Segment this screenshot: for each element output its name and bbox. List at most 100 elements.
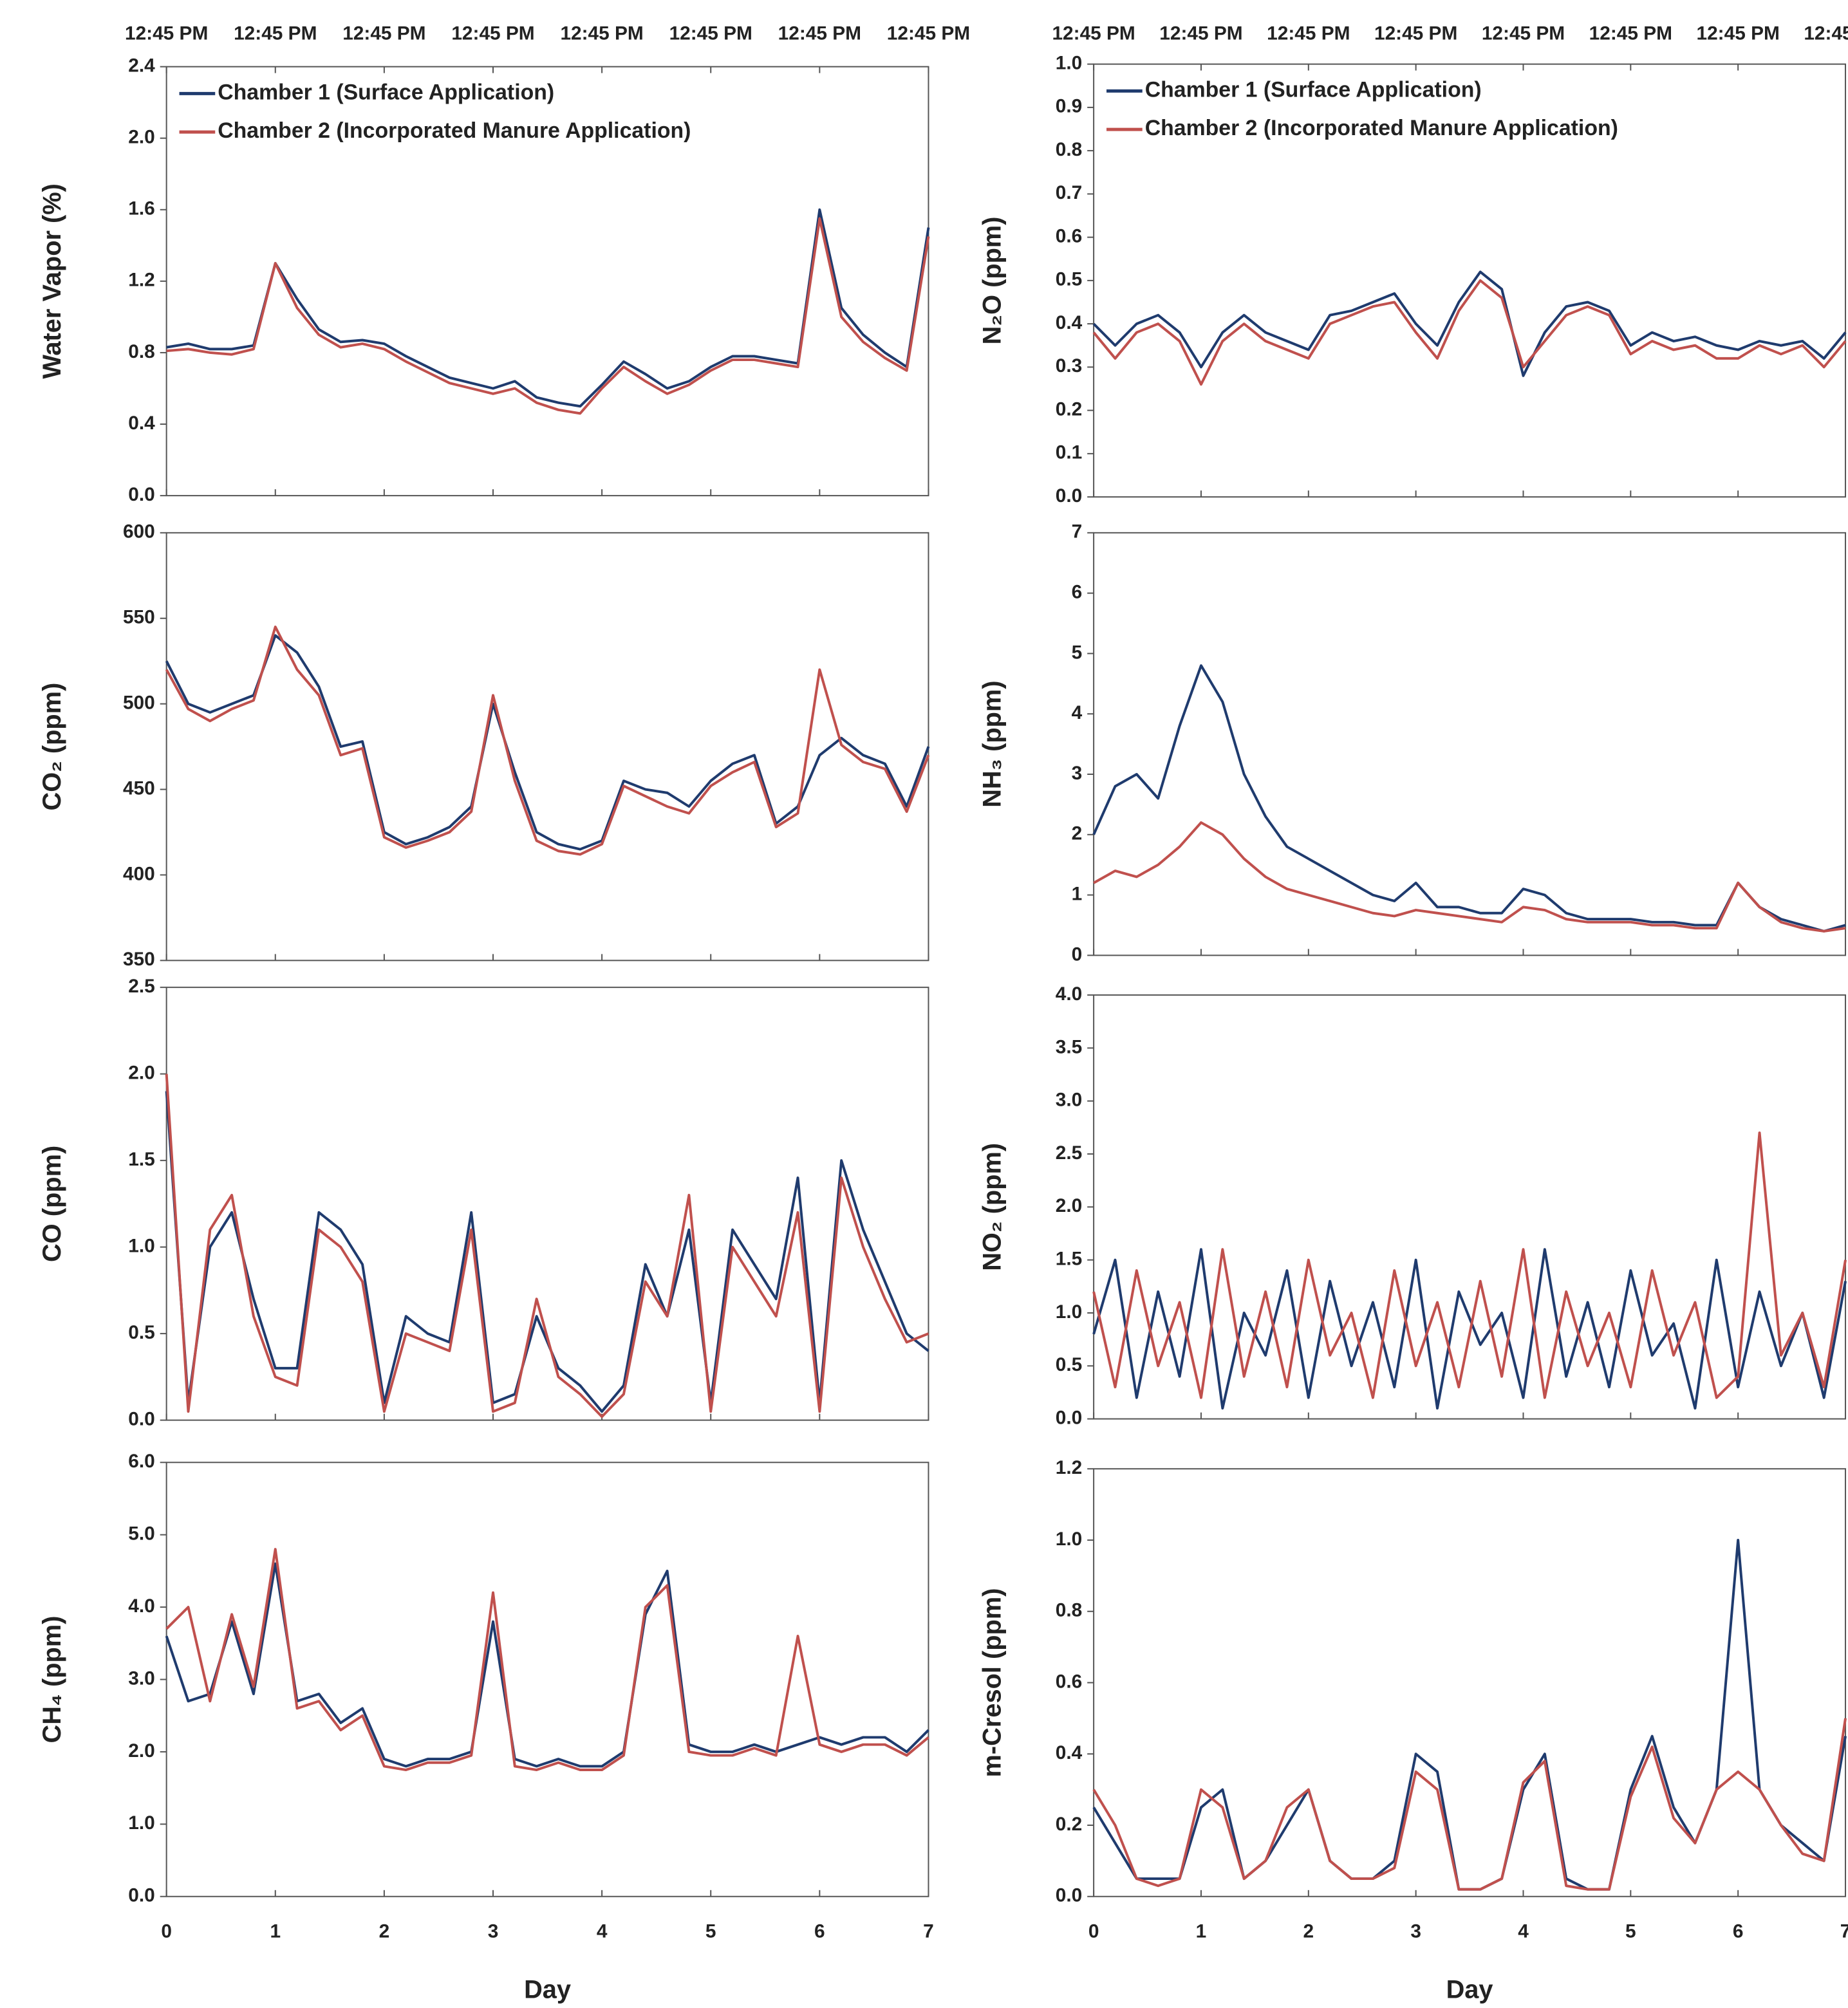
- y-tick-label: 5: [1072, 642, 1083, 663]
- x-tick-label: 3: [1410, 1920, 1421, 1942]
- plot-frame: [165, 532, 929, 962]
- series-line: [1092, 1538, 1847, 1891]
- y-tick-label: 2.5: [128, 976, 154, 997]
- top-tick-label: 12:45 PM: [1374, 23, 1457, 44]
- y-tick-label: 400: [123, 863, 155, 884]
- y-tick-label: 450: [123, 777, 155, 799]
- y-tick-label: 0.5: [1056, 269, 1082, 290]
- top-tick-label: 12:45 PM: [669, 23, 752, 44]
- y-tick-label: 1.2: [1056, 1457, 1082, 1478]
- y-tick-label: 1: [1072, 883, 1083, 904]
- top-tick-label: 12:45 PM: [1589, 23, 1672, 44]
- plot-frame: [165, 987, 929, 1421]
- y-tick-label: 1.5: [1056, 1249, 1082, 1270]
- y-tick-label: 0.8: [128, 341, 154, 362]
- y-tick-label: 2.0: [128, 1063, 154, 1084]
- series-line: [1092, 279, 1847, 386]
- y-tick-label: 2.0: [128, 1740, 154, 1762]
- y-tick-label: 1.2: [128, 270, 154, 291]
- y-tick-label: 1.0: [1056, 1301, 1082, 1323]
- series-line: [166, 208, 930, 408]
- y-tick-label: 0.0: [1056, 485, 1082, 507]
- legend-label: Chamber 2 (Incorporated Manure Applicati…: [1145, 116, 1618, 140]
- y-tick-label: 0.4: [1056, 1742, 1083, 1763]
- y-axis-label: N₂O (ppm): [978, 216, 1006, 344]
- top-tick-label: 12:45 PM: [1159, 23, 1242, 44]
- legend-label: Chamber 1 (Surface Application): [218, 80, 554, 104]
- y-tick-label: 0: [1072, 944, 1083, 965]
- series-line: [1092, 1131, 1847, 1399]
- x-tick-label: 7: [1840, 1920, 1848, 1942]
- y-tick-label: 3.0: [1056, 1090, 1082, 1111]
- y-tick-label: 0.4: [1056, 312, 1083, 333]
- y-tick-label: 0.6: [1056, 1671, 1082, 1692]
- y-tick-label: 0.8: [1056, 1600, 1082, 1621]
- y-axis-label: CH₄ (ppm): [38, 1616, 66, 1743]
- y-tick-label: 1.0: [128, 1812, 154, 1834]
- y-tick-label: 0.2: [1056, 398, 1082, 420]
- y-tick-label: 0.5: [128, 1322, 154, 1343]
- x-tick-label: 6: [1733, 1920, 1744, 1942]
- y-tick-label: 550: [123, 607, 155, 628]
- x-tick-label: 2: [379, 1920, 390, 1942]
- y-tick-label: 4.0: [1056, 983, 1082, 1005]
- y-tick-label: 3: [1072, 763, 1083, 784]
- top-tick-label: 12:45 PM: [1804, 23, 1848, 44]
- y-axis-label: m-Cresol (ppm): [978, 1588, 1006, 1778]
- y-axis-label: NH₃ (ppm): [978, 680, 1006, 807]
- y-tick-label: 0.3: [1056, 355, 1082, 376]
- top-tick-label: 12:45 PM: [1697, 23, 1780, 44]
- plot-frame: [165, 1462, 929, 1897]
- series-line: [1092, 270, 1847, 377]
- x-tick-label: 5: [705, 1920, 716, 1942]
- y-tick-label: 1.5: [128, 1149, 154, 1170]
- x-tick-label: 4: [1518, 1920, 1529, 1942]
- x-tick-label: 7: [923, 1920, 934, 1942]
- y-tick-label: 600: [123, 521, 155, 543]
- y-axis-label: Water Vapor (%): [38, 183, 66, 379]
- y-tick-label: 5.0: [128, 1523, 154, 1545]
- y-tick-label: 0.0: [128, 1885, 154, 1906]
- y-tick-label: 0.0: [1056, 1885, 1082, 1906]
- y-tick-label: 0.7: [1056, 182, 1082, 203]
- top-tick-label: 12:45 PM: [125, 23, 208, 44]
- series-line: [1092, 1718, 1847, 1891]
- y-axis-label: NO₂ (ppm): [978, 1143, 1006, 1271]
- x-tick-label: 6: [814, 1920, 825, 1942]
- y-tick-label: 6: [1072, 581, 1083, 602]
- y-axis-label: CO (ppm): [38, 1146, 66, 1262]
- x-tick-label: 0: [1088, 1920, 1099, 1942]
- y-tick-label: 2.4: [128, 55, 155, 76]
- y-tick-label: 3.0: [128, 1668, 154, 1689]
- y-tick-label: 1.6: [128, 198, 154, 219]
- y-tick-label: 500: [123, 693, 155, 714]
- y-tick-label: 4: [1072, 702, 1083, 723]
- series-line: [165, 626, 930, 856]
- y-tick-label: 0.0: [128, 484, 154, 505]
- y-tick-label: 7: [1072, 521, 1083, 543]
- x-tick-label: 0: [161, 1920, 172, 1942]
- plot-frame: [1093, 532, 1847, 956]
- legend-label: Chamber 1 (Surface Application): [1145, 77, 1482, 102]
- y-tick-label: 2.0: [128, 127, 154, 148]
- plot-frame: [1093, 1468, 1847, 1897]
- top-tick-label: 12:45 PM: [1052, 23, 1135, 44]
- x-tick-label: 3: [488, 1920, 499, 1942]
- y-tick-label: 2.5: [1056, 1142, 1082, 1164]
- y-tick-label: 1.0: [1056, 1529, 1082, 1550]
- y-tick-label: 350: [123, 949, 155, 970]
- y-tick-label: 0.0: [128, 1408, 154, 1429]
- y-tick-label: 0.8: [1056, 139, 1082, 160]
- y-tick-label: 0.6: [1056, 225, 1082, 246]
- y-tick-label: 1.0: [1056, 53, 1082, 74]
- y-tick-label: 2.0: [1056, 1195, 1082, 1216]
- series-line: [1092, 1248, 1847, 1410]
- series-line: [165, 1548, 929, 1772]
- x-tick-label: 1: [270, 1920, 281, 1942]
- series-line: [166, 217, 930, 415]
- top-tick-label: 12:45 PM: [778, 23, 861, 44]
- y-tick-label: 2: [1072, 823, 1083, 844]
- y-tick-label: 0.0: [1056, 1408, 1082, 1429]
- y-axis-label: CO₂ (ppm): [38, 683, 66, 811]
- y-tick-label: 0.1: [1056, 442, 1082, 463]
